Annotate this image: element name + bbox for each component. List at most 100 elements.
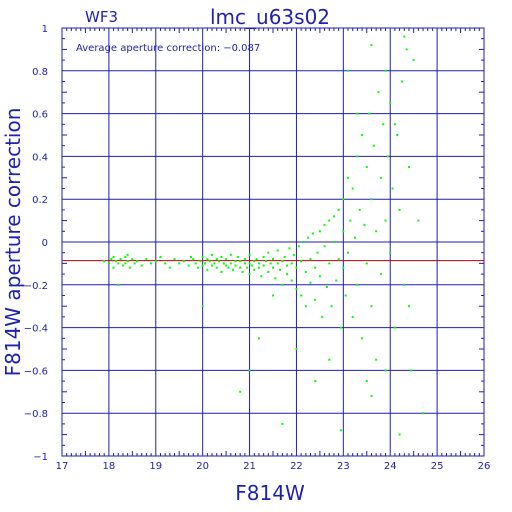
data-point xyxy=(342,266,345,269)
data-point xyxy=(281,283,284,286)
data-point xyxy=(384,69,387,72)
data-point xyxy=(288,247,291,250)
chart-title: lmc_u63s02 xyxy=(210,5,330,29)
data-point xyxy=(119,258,122,261)
data-point xyxy=(396,134,399,136)
data-point xyxy=(117,283,120,286)
data-point xyxy=(412,59,415,62)
y-tick-label: 0.8 xyxy=(32,67,48,78)
data-point xyxy=(159,255,162,258)
data-point xyxy=(211,264,214,267)
data-point xyxy=(239,260,242,263)
data-point xyxy=(145,258,148,261)
y-tick-label: −0.4 xyxy=(24,324,48,335)
data-point xyxy=(332,241,335,243)
data-point xyxy=(307,236,310,239)
data-point xyxy=(290,279,293,282)
data-point xyxy=(351,187,354,190)
data-point xyxy=(201,264,204,267)
data-point xyxy=(407,166,410,169)
data-point xyxy=(211,253,214,256)
data-point xyxy=(229,253,232,256)
data-point xyxy=(323,223,326,226)
data-point xyxy=(311,232,314,235)
data-point xyxy=(309,281,312,284)
data-point xyxy=(384,369,387,372)
data-point xyxy=(250,264,253,267)
data-point xyxy=(365,166,368,169)
data-point xyxy=(393,123,396,126)
data-point xyxy=(262,255,265,258)
data-point xyxy=(382,123,385,126)
data-point xyxy=(342,230,345,233)
data-point xyxy=(246,266,249,269)
data-point xyxy=(241,270,244,273)
data-point xyxy=(204,262,207,265)
data-point xyxy=(400,80,403,83)
data-point xyxy=(375,358,378,361)
data-point xyxy=(126,260,129,263)
data-point xyxy=(330,305,333,308)
data-point xyxy=(295,288,298,291)
y-axis-ticks: −1 −0.8 −0.6 −0.4 −0.2 0 0.2 0.4 0.6 0.8 1 xyxy=(24,24,484,463)
data-point xyxy=(215,258,218,261)
data-point xyxy=(201,305,204,308)
data-point xyxy=(318,275,321,278)
data-point xyxy=(323,245,326,248)
data-point xyxy=(150,262,153,265)
data-point xyxy=(332,215,335,218)
data-point xyxy=(276,249,279,252)
data-point xyxy=(124,255,127,258)
data-point xyxy=(391,187,394,190)
x-axis-ticks: 17 18 19 20 21 22 23 24 25 26 xyxy=(56,28,491,472)
data-point xyxy=(328,358,331,361)
data-point xyxy=(255,258,258,261)
data-point xyxy=(358,208,361,211)
data-point xyxy=(126,253,129,256)
data-point xyxy=(189,255,192,258)
data-point xyxy=(272,294,274,297)
y-tick-label: −0.8 xyxy=(24,409,48,420)
data-point xyxy=(302,241,305,243)
data-point xyxy=(218,260,221,263)
data-point xyxy=(370,395,373,398)
y-tick-label: 0.4 xyxy=(32,152,48,163)
data-point xyxy=(229,262,232,265)
data-point xyxy=(356,112,359,115)
data-point xyxy=(398,208,401,211)
corner-label: WF3 xyxy=(85,8,118,26)
data-point xyxy=(393,326,396,329)
y-tick-label: 0.6 xyxy=(32,110,48,121)
data-point xyxy=(173,258,176,261)
y-axis-label: F814W aperture correction xyxy=(1,108,25,377)
data-point xyxy=(279,268,282,271)
data-point xyxy=(365,380,368,383)
data-point xyxy=(112,255,115,258)
data-point xyxy=(234,260,237,263)
y-tick-label: 0 xyxy=(42,238,48,249)
data-point xyxy=(227,266,230,269)
data-point xyxy=(283,255,286,258)
data-point xyxy=(154,260,157,263)
data-point xyxy=(370,305,373,308)
data-point xyxy=(213,262,216,265)
data-point xyxy=(225,264,228,267)
data-point xyxy=(351,315,354,318)
x-axis-label: F814W xyxy=(235,481,305,505)
data-point xyxy=(239,390,242,393)
data-point xyxy=(239,266,242,269)
data-point xyxy=(314,298,317,301)
data-point xyxy=(328,219,331,222)
data-point xyxy=(133,262,136,265)
data-point xyxy=(339,326,342,329)
data-point xyxy=(304,270,307,273)
x-tick-label: 26 xyxy=(478,461,491,472)
data-point xyxy=(274,277,277,280)
data-point xyxy=(281,260,284,263)
data-point xyxy=(379,273,382,276)
data-point xyxy=(199,260,202,263)
data-point xyxy=(281,422,284,425)
data-point xyxy=(253,260,256,263)
